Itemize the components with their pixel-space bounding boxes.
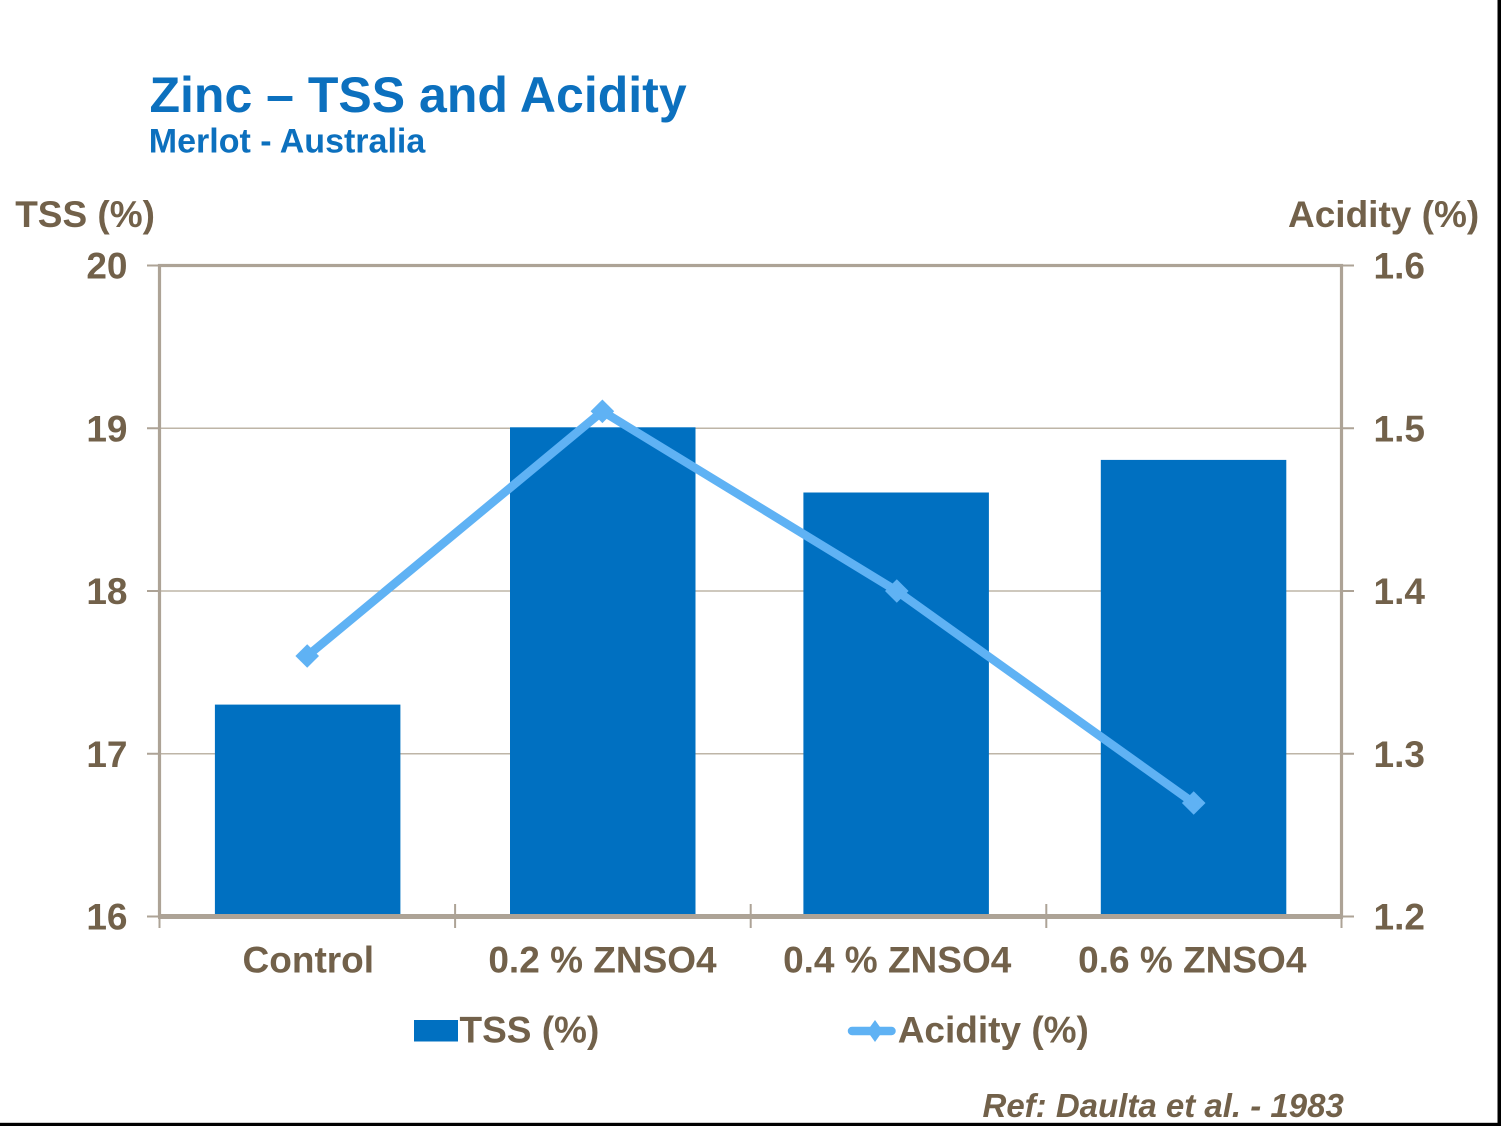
svg-text:1.3: 1.3	[1374, 734, 1425, 775]
svg-text:TSS (%): TSS (%)	[460, 1010, 600, 1051]
svg-text:18: 18	[86, 571, 127, 612]
svg-text:Merlot - Australia: Merlot - Australia	[149, 123, 427, 161]
svg-text:Acidity (%): Acidity (%)	[898, 1010, 1089, 1051]
svg-text:Ref: Daulta et al. - 1983: Ref: Daulta et al. - 1983	[983, 1087, 1344, 1124]
svg-text:17: 17	[86, 734, 127, 775]
svg-text:1.4: 1.4	[1374, 571, 1426, 612]
svg-text:Control: Control	[243, 939, 375, 980]
svg-text:Acidity (%): Acidity (%)	[1288, 194, 1479, 235]
svg-text:19: 19	[86, 408, 127, 449]
svg-text:0.6 % ZNSO4: 0.6 % ZNSO4	[1078, 939, 1307, 980]
svg-text:0.2 % ZNSO4: 0.2 % ZNSO4	[488, 939, 717, 980]
svg-text:0.4 % ZNSO4: 0.4 % ZNSO4	[783, 939, 1012, 980]
svg-text:1.5: 1.5	[1374, 408, 1425, 449]
svg-text:Zinc – TSS and Acidity: Zinc – TSS and Acidity	[150, 67, 687, 123]
svg-text:1.2: 1.2	[1374, 897, 1425, 938]
svg-text:TSS (%): TSS (%)	[15, 194, 155, 235]
svg-text:16: 16	[86, 897, 127, 938]
svg-text:20: 20	[86, 246, 127, 287]
svg-text:1.6: 1.6	[1374, 246, 1425, 287]
